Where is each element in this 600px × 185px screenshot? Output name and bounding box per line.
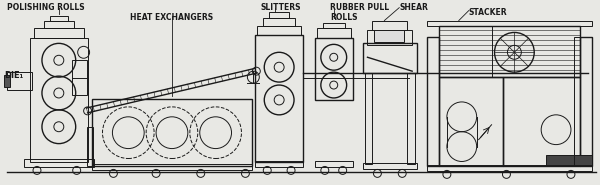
Bar — [365, 73, 373, 164]
Bar — [263, 18, 295, 26]
Bar — [427, 21, 592, 26]
Bar — [362, 164, 417, 169]
Bar — [269, 12, 289, 18]
Bar — [24, 159, 94, 167]
Text: DIE₁: DIE₁ — [4, 71, 23, 80]
Bar — [367, 31, 412, 45]
Bar — [256, 36, 303, 162]
Bar — [373, 21, 407, 31]
Bar — [574, 37, 592, 166]
Bar — [4, 75, 10, 87]
Bar — [427, 165, 592, 171]
Text: STACKER: STACKER — [469, 8, 508, 17]
Bar — [439, 26, 580, 77]
Bar — [92, 164, 253, 170]
Bar — [323, 23, 344, 28]
Bar — [92, 99, 253, 166]
Text: SLITTERS: SLITTERS — [260, 3, 301, 12]
Bar — [256, 162, 303, 167]
Text: RUBBER PULL
ROLLS: RUBBER PULL ROLLS — [330, 3, 389, 22]
Bar — [317, 28, 350, 38]
Bar — [439, 77, 503, 166]
Bar — [503, 77, 580, 166]
Bar — [427, 37, 439, 166]
Bar — [315, 162, 353, 167]
Bar — [362, 43, 417, 73]
Bar — [72, 60, 86, 95]
Bar — [30, 38, 88, 162]
Text: HEAT EXCHANGERS: HEAT EXCHANGERS — [130, 13, 214, 22]
Bar — [315, 38, 353, 100]
Bar — [257, 26, 301, 36]
Bar — [7, 72, 32, 90]
Bar — [546, 154, 592, 166]
Bar — [86, 127, 92, 166]
Bar — [34, 28, 83, 38]
Bar — [44, 21, 74, 28]
Bar — [374, 31, 404, 42]
Bar — [407, 73, 415, 164]
Bar — [50, 16, 68, 21]
Text: SHEAR: SHEAR — [399, 3, 428, 12]
Bar — [580, 37, 592, 166]
Text: POLISHING ROLLS: POLISHING ROLLS — [7, 3, 85, 12]
